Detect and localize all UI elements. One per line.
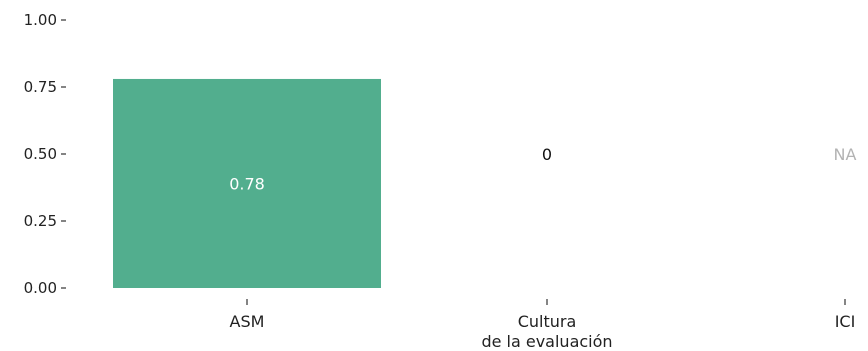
- bars: 0.78 0 NA: [113, 78, 857, 289]
- y-tick-label: 0.75: [24, 78, 57, 96]
- x-tick-label: ICI: [835, 312, 856, 331]
- data-label: 0: [542, 145, 552, 164]
- x-tick-label: Cultura de la evaluación: [481, 312, 612, 351]
- x-tick-label: ASM: [230, 312, 265, 331]
- y-tick-label: 0.50: [24, 145, 57, 163]
- y-tick-label: 0.25: [24, 212, 57, 230]
- data-label: NA: [834, 145, 857, 164]
- y-tick-label: 0.00: [24, 279, 57, 297]
- y-tick-label: 1.00: [24, 11, 57, 29]
- data-label: 0.78: [229, 174, 265, 193]
- x-axis: ASM Cultura de la evaluación ICI: [230, 299, 856, 351]
- y-axis: 0.00 0.25 0.50 0.75 1.00: [24, 11, 66, 297]
- bar: [113, 78, 381, 289]
